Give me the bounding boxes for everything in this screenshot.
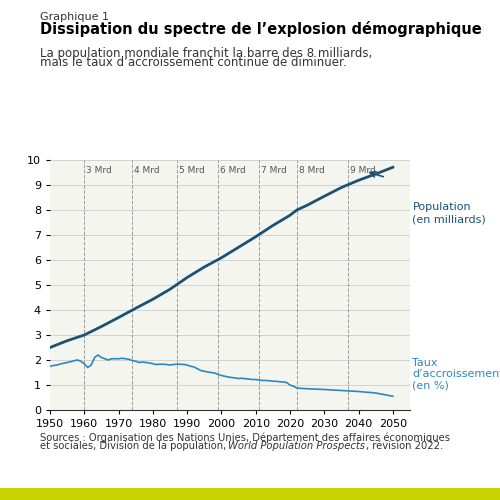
Text: 7 Mrd: 7 Mrd: [261, 166, 286, 175]
Text: 8 Mrd: 8 Mrd: [298, 166, 324, 175]
Text: mais le taux d’accroissement continue de diminuer.: mais le taux d’accroissement continue de…: [40, 56, 346, 70]
Text: 4 Mrd: 4 Mrd: [134, 166, 160, 175]
Text: 6 Mrd: 6 Mrd: [220, 166, 246, 175]
Text: 3 Mrd: 3 Mrd: [86, 166, 112, 175]
Text: et sociales, Division de la population,: et sociales, Division de la population,: [40, 441, 230, 451]
Text: Graphique 1: Graphique 1: [40, 12, 109, 22]
Text: 5 Mrd: 5 Mrd: [178, 166, 204, 175]
Text: Dissipation du spectre de l’explosion démographique: Dissipation du spectre de l’explosion dé…: [40, 21, 482, 37]
Text: La population mondiale franchit la barre des 8 milliards,: La population mondiale franchit la barre…: [40, 48, 372, 60]
Text: , révision 2022.: , révision 2022.: [366, 441, 443, 451]
Text: Population
(en milliards): Population (en milliards): [412, 202, 486, 224]
Text: 9 Mrd: 9 Mrd: [350, 166, 376, 175]
Text: Sources : Organisation des Nations Unies, Département des affaires économiques: Sources : Organisation des Nations Unies…: [40, 432, 450, 443]
Text: Taux
d’accroissement
(en %): Taux d’accroissement (en %): [412, 358, 500, 390]
Text: World Population Prospects: World Population Prospects: [228, 441, 364, 451]
